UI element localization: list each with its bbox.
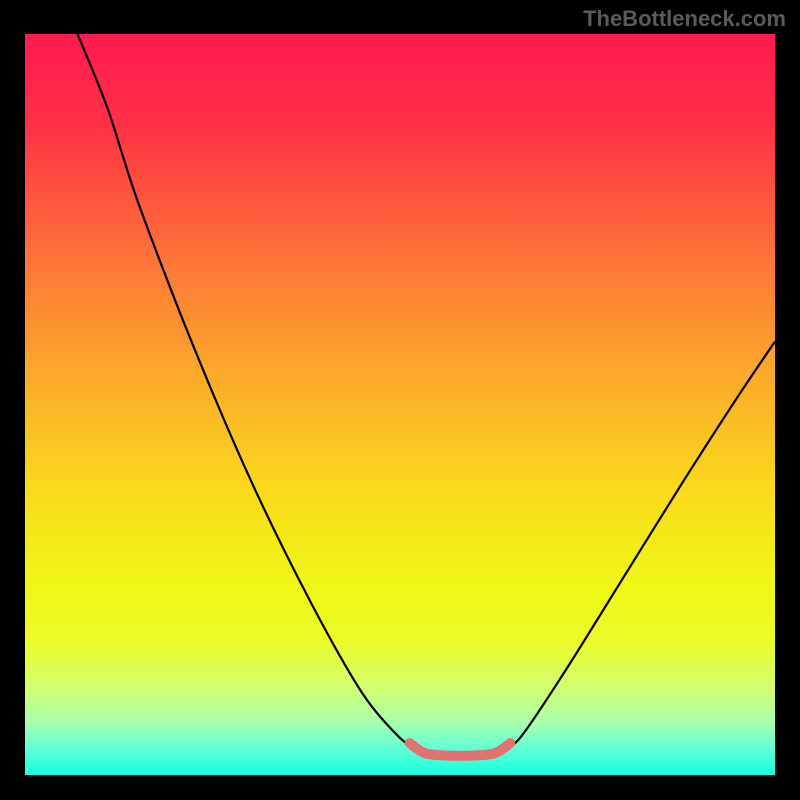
watermark-text: TheBottleneck.com	[583, 6, 786, 32]
chart-frame: TheBottleneck.com	[0, 0, 800, 800]
bottleneck-curve-chart	[25, 34, 775, 775]
gradient-background	[25, 34, 775, 775]
plot-area	[25, 34, 775, 775]
